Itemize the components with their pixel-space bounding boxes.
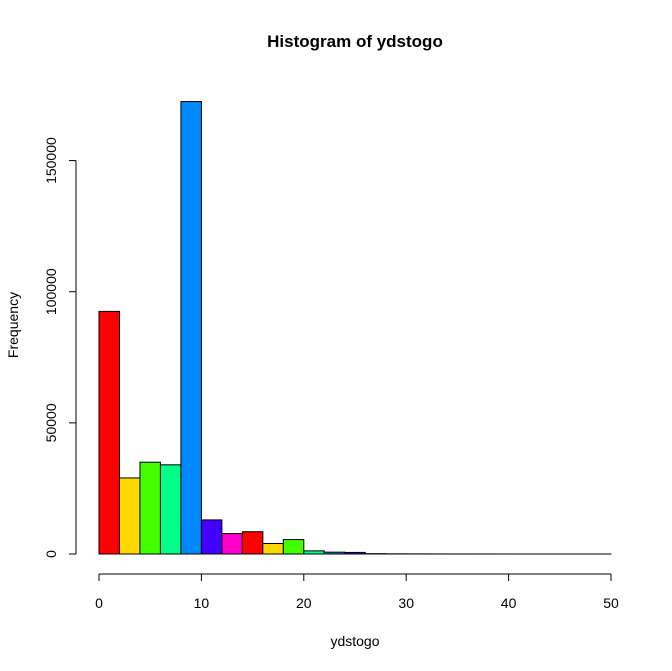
x-tick-label: 30 (398, 595, 414, 611)
x-tick-label: 20 (296, 595, 312, 611)
histogram-bar (98, 310, 120, 555)
x-axis: 0 10 20 30 40 50 (95, 573, 619, 611)
bars-group (98, 101, 612, 555)
histogram-bar (180, 101, 202, 555)
histogram-bar (241, 531, 264, 555)
histogram-bar (139, 461, 161, 555)
y-axis: 0 50000 100000 150000 (43, 137, 77, 558)
x-tick-label: 0 (95, 595, 103, 611)
histogram-bar (262, 543, 284, 555)
histogram-bar (159, 464, 182, 555)
x-tick-label: 10 (194, 595, 210, 611)
x-tick-label: 50 (603, 595, 619, 611)
y-tick-label: 0 (43, 550, 59, 558)
histogram-bar (200, 519, 223, 555)
histogram-bar (344, 551, 366, 555)
histogram-bar (221, 533, 243, 555)
x-tick-label: 40 (501, 595, 517, 611)
histogram-bar (282, 539, 305, 555)
y-tick-label: 100000 (43, 268, 59, 315)
y-tick-label: 150000 (43, 137, 59, 184)
histogram-bar (118, 477, 141, 555)
histogram-bar (323, 551, 346, 555)
histogram-bar (303, 550, 325, 555)
chart-title: Histogram of ydstogo (267, 32, 443, 51)
y-axis-label: Frequency (5, 292, 21, 358)
y-tick-label: 50000 (43, 403, 59, 442)
x-axis-label: ydstogo (330, 633, 379, 649)
